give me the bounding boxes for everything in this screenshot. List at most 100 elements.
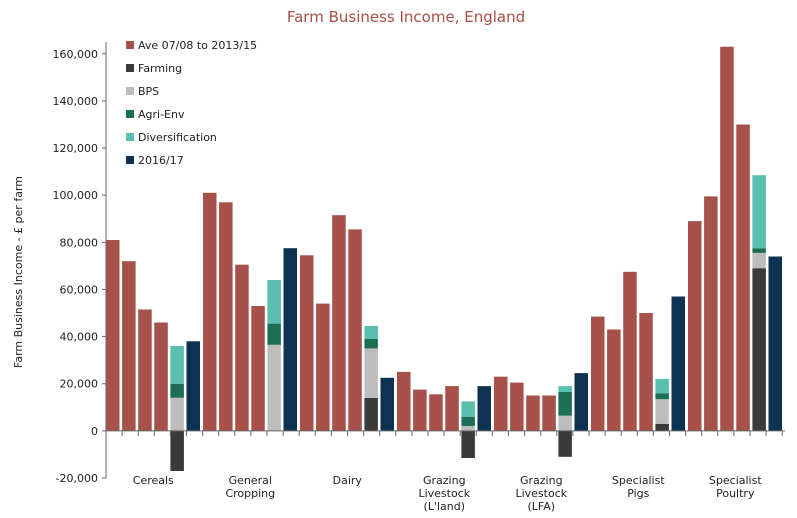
component-bps-bar xyxy=(752,252,766,269)
annual-average-bar xyxy=(251,306,265,431)
annual-average-bar xyxy=(219,202,233,431)
category-label-line: Dairy xyxy=(333,474,363,487)
component-agrienv-bar xyxy=(170,383,184,398)
annual-average-bar xyxy=(720,46,734,431)
legend-label: Diversification xyxy=(138,131,217,144)
component-bps-bar xyxy=(558,415,572,431)
annual-average-bar xyxy=(413,389,427,431)
total-2016-17-bar xyxy=(283,248,297,431)
annual-average-bar xyxy=(704,196,718,431)
component-agrienv-bar xyxy=(558,392,572,416)
category-group xyxy=(300,215,394,431)
component-agrienv-bar xyxy=(461,416,475,427)
component-diversification-bar xyxy=(655,379,669,394)
annual-average-bar xyxy=(235,264,249,431)
category-label-line: (L'land) xyxy=(424,500,466,513)
category-label-line: Grazing xyxy=(520,474,563,487)
category-group xyxy=(494,373,588,457)
component-farming-bar xyxy=(461,430,475,458)
component-diversification-bar xyxy=(461,401,475,417)
total-2016-17-bar xyxy=(768,256,782,431)
annual-average-bar xyxy=(154,322,168,431)
axes: -20,000 0 20,000 40,000 60,000 80,000 100,000 1… xyxy=(53,42,785,513)
component-agrienv-bar xyxy=(655,393,669,400)
annual-average-bar xyxy=(623,271,637,431)
annual-average-bar xyxy=(429,394,443,431)
category-label: Dairy xyxy=(333,474,363,487)
category-label: Specialist Pigs xyxy=(612,474,665,500)
component-diversification-bar xyxy=(558,386,572,392)
category-group xyxy=(688,46,782,431)
legend: Ave 07/08 to 2013/15 Farming BPS Agri-Env Di… xyxy=(126,39,257,167)
category-group xyxy=(591,271,685,431)
component-agrienv-bar xyxy=(364,339,378,349)
annual-average-bar xyxy=(591,316,605,431)
component-bps-bar xyxy=(364,348,378,398)
component-agrienv-bar xyxy=(752,248,766,253)
annual-average-bar xyxy=(316,303,330,431)
legend-label: Agri-Env xyxy=(138,108,185,121)
category-label: Specialist Poultry xyxy=(709,474,762,500)
component-farming-bar xyxy=(655,423,669,431)
legend-swatch xyxy=(126,87,134,95)
y-tick-label: 120,000 xyxy=(53,142,99,155)
y-tick-label: 40,000 xyxy=(60,331,99,344)
annual-average-bar xyxy=(736,124,750,431)
component-farming-bar xyxy=(364,397,378,431)
category-label-line: General xyxy=(229,474,272,487)
annual-average-bar xyxy=(607,329,621,431)
category-label: General Cropping xyxy=(225,474,275,500)
y-tick-label: 100,000 xyxy=(53,189,99,202)
annual-average-bar xyxy=(639,313,653,431)
total-2016-17-bar xyxy=(380,377,394,431)
component-farming-bar xyxy=(170,430,184,471)
component-diversification-bar xyxy=(364,326,378,339)
y-tick-label: 0 xyxy=(91,425,98,438)
annual-average-bar xyxy=(300,255,314,431)
y-axis-label: Farm Business Income - £ per farm xyxy=(12,176,25,368)
y-tick-label: 60,000 xyxy=(60,283,99,296)
category-label: Grazing Livestock (L'land) xyxy=(418,474,470,513)
legend-label: Farming xyxy=(138,62,182,75)
component-farming-bar xyxy=(558,430,572,457)
category-label-line: Grazing xyxy=(423,474,466,487)
legend-label: BPS xyxy=(138,85,159,98)
annual-average-bar xyxy=(348,229,362,431)
legend-label: Ave 07/08 to 2013/15 xyxy=(138,39,257,52)
y-tick-label: 160,000 xyxy=(53,48,99,61)
annual-average-bar xyxy=(138,309,152,431)
category-label-line: Livestock xyxy=(418,487,470,500)
category-label-line: Specialist xyxy=(709,474,762,487)
annual-average-bar xyxy=(106,240,120,431)
legend-label: 2016/17 xyxy=(138,154,184,167)
category-group xyxy=(106,240,200,471)
annual-average-bar xyxy=(122,261,136,431)
component-farming-bar xyxy=(752,268,766,431)
annual-average-bar xyxy=(688,221,702,431)
category-group xyxy=(203,192,297,431)
annual-average-bar xyxy=(203,192,217,431)
category-label-line: Cropping xyxy=(225,487,275,500)
component-diversification-bar xyxy=(170,346,184,384)
y-tick-label: 20,000 xyxy=(60,378,99,391)
component-bps-bar xyxy=(461,426,475,431)
component-bps-bar xyxy=(170,397,184,431)
total-2016-17-bar xyxy=(671,296,685,431)
y-tick-label: -20,000 xyxy=(56,472,98,485)
category-label: Grazing Livestock (LFA) xyxy=(515,474,567,513)
total-2016-17-bar xyxy=(186,341,200,431)
category-label-line: Specialist xyxy=(612,474,665,487)
total-2016-17-bar xyxy=(477,386,491,431)
category-label-line: Poultry xyxy=(716,487,755,500)
bars-layer xyxy=(106,46,782,471)
legend-swatch xyxy=(126,41,134,49)
annual-average-bar xyxy=(445,386,459,431)
legend-swatch xyxy=(126,110,134,118)
annual-average-bar xyxy=(397,371,411,431)
component-diversification-bar xyxy=(752,175,766,249)
legend-swatch xyxy=(126,133,134,141)
chart-title: Farm Business Income, England xyxy=(287,8,525,26)
annual-average-bar xyxy=(332,215,346,431)
total-2016-17-bar xyxy=(574,373,588,431)
